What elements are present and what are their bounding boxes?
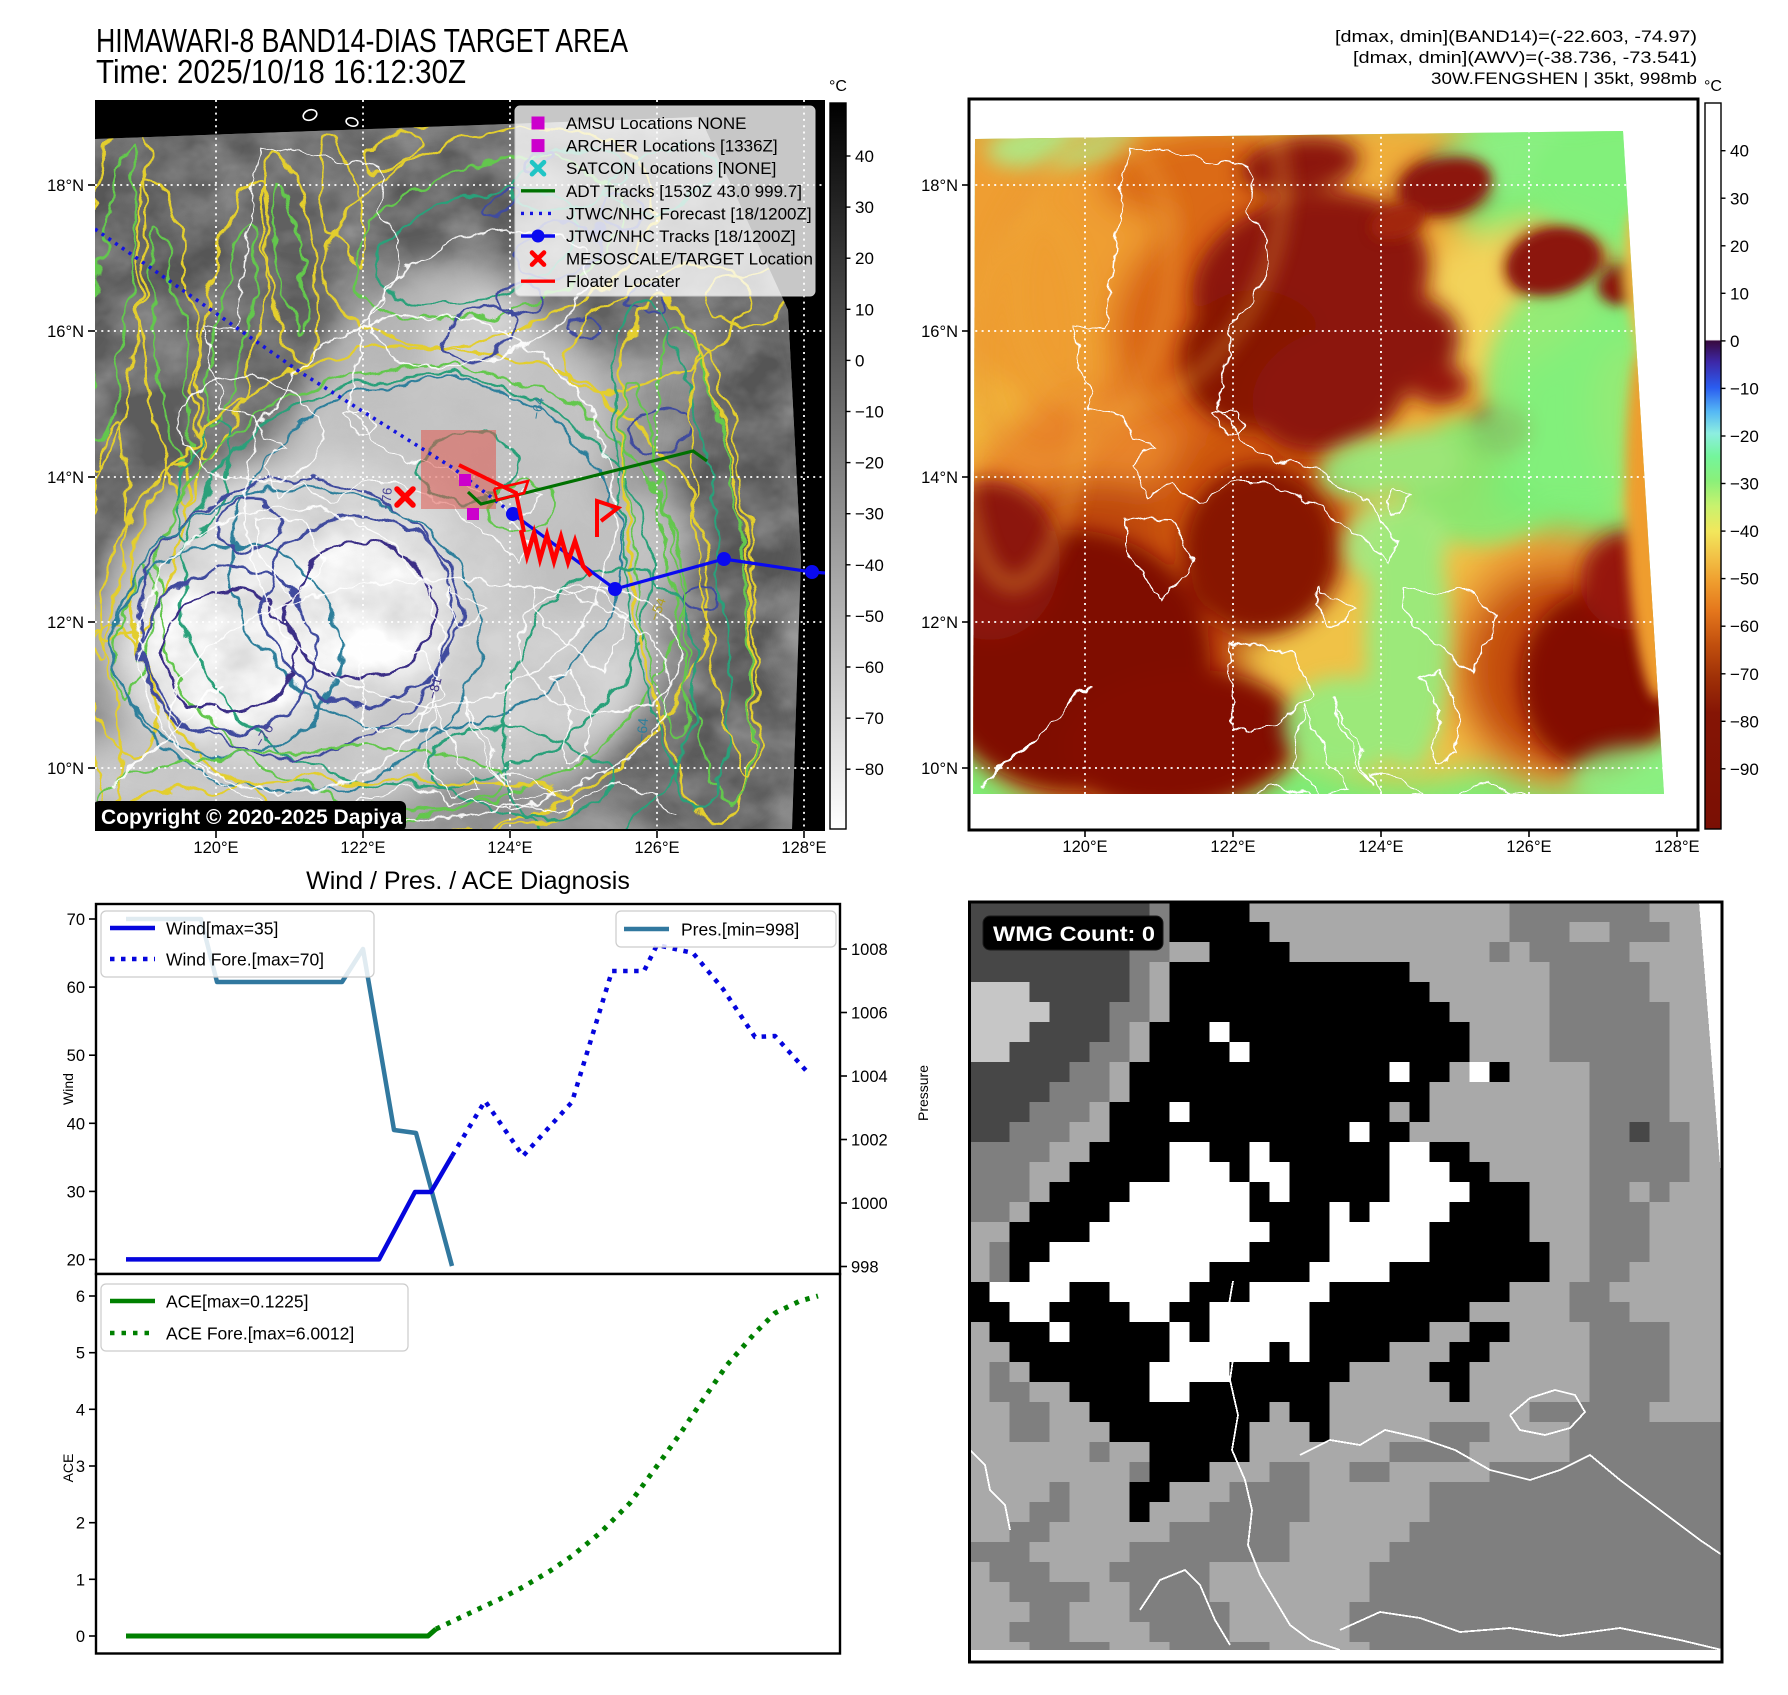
svg-text:JTWC/NHC Tracks [18/1200Z]: JTWC/NHC Tracks [18/1200Z] — [566, 227, 796, 246]
svg-text:−90: −90 — [1730, 760, 1759, 779]
svg-text:Wind: Wind — [60, 1073, 76, 1105]
svg-text:−80: −80 — [1730, 712, 1759, 731]
svg-text:1002: 1002 — [851, 1132, 888, 1150]
svg-text:AMSU Locations NONE: AMSU Locations NONE — [566, 114, 746, 133]
svg-text:40: 40 — [1730, 142, 1749, 161]
svg-text:18°N: 18°N — [921, 177, 958, 195]
svg-text:126°E: 126°E — [1506, 838, 1551, 856]
svg-text:1004: 1004 — [851, 1068, 888, 1086]
svg-text:Copyright © 2020-2025 Dapiya: Copyright © 2020-2025 Dapiya — [101, 806, 403, 829]
svg-text:−30: −30 — [855, 505, 884, 524]
svg-text:1008: 1008 — [851, 941, 888, 959]
svg-text:[dmax, dmin](BAND14)=(-22.603,: [dmax, dmin](BAND14)=(-22.603, -74.97) — [1335, 28, 1697, 46]
svg-text:Wind[max=35]: Wind[max=35] — [166, 919, 278, 939]
svg-text:20: 20 — [1730, 237, 1749, 256]
svg-text:−70: −70 — [1730, 665, 1759, 684]
svg-text:−81: −81 — [424, 676, 444, 701]
svg-text:128°E: 128°E — [1654, 838, 1699, 856]
svg-text:30W.FENGSHEN | 35kt, 998mb: 30W.FENGSHEN | 35kt, 998mb — [1431, 70, 1697, 88]
svg-text:40: 40 — [855, 147, 874, 166]
svg-text:122°E: 122°E — [340, 839, 385, 857]
svg-text:10°N: 10°N — [47, 760, 84, 778]
svg-text:°C: °C — [829, 78, 847, 95]
svg-text:−40: −40 — [1730, 522, 1759, 541]
svg-text:124°E: 124°E — [487, 839, 532, 857]
svg-text:70: 70 — [67, 911, 85, 929]
svg-text:−30: −30 — [1730, 475, 1759, 494]
svg-text:ARCHER Locations [1336Z]: ARCHER Locations [1336Z] — [566, 137, 778, 156]
svg-text:HIMAWARI-8 BAND14-DIAS TARGET: HIMAWARI-8 BAND14-DIAS TARGET AREA — [96, 22, 628, 59]
svg-text:−80: −80 — [855, 760, 884, 779]
svg-text:120°E: 120°E — [193, 839, 238, 857]
svg-text:12°N: 12°N — [47, 614, 84, 632]
svg-text:10: 10 — [1730, 284, 1749, 303]
svg-text:30: 30 — [1730, 189, 1749, 208]
svg-text:ACE[max=0.1225]: ACE[max=0.1225] — [166, 1292, 309, 1312]
svg-text:0: 0 — [76, 1628, 85, 1646]
svg-text:−64: −64 — [528, 396, 547, 420]
svg-text:Pressure: Pressure — [915, 1065, 931, 1121]
svg-text:3: 3 — [76, 1458, 85, 1476]
svg-text:124°E: 124°E — [1358, 838, 1403, 856]
svg-text:14°N: 14°N — [47, 469, 84, 487]
svg-text:°C: °C — [1704, 78, 1722, 95]
svg-text:Time: 2025/10/18 16:12:30Z: Time: 2025/10/18 16:12:30Z — [96, 53, 466, 90]
svg-text:Wind / Pres. / ACE Diagnosis: Wind / Pres. / ACE Diagnosis — [306, 867, 630, 895]
svg-text:−64: −64 — [633, 717, 651, 742]
svg-text:18°N: 18°N — [47, 177, 84, 195]
svg-text:[dmax, dmin](AWV)=(-38.736, -7: [dmax, dmin](AWV)=(-38.736, -73.541) — [1353, 49, 1697, 67]
svg-text:WMG Count: 0: WMG Count: 0 — [993, 923, 1155, 946]
svg-text:30: 30 — [67, 1183, 85, 1201]
svg-text:−76: −76 — [378, 487, 395, 510]
svg-text:JTWC/NHC Forecast [18/1200Z]: JTWC/NHC Forecast [18/1200Z] — [566, 204, 812, 223]
svg-text:998: 998 — [851, 1259, 879, 1277]
svg-text:SATCON Locations [NONE]: SATCON Locations [NONE] — [566, 159, 776, 178]
svg-text:20: 20 — [67, 1252, 85, 1270]
svg-text:−70: −70 — [855, 709, 884, 728]
svg-text:1: 1 — [76, 1571, 85, 1589]
svg-text:4: 4 — [76, 1401, 85, 1419]
svg-text:1006: 1006 — [851, 1005, 888, 1023]
svg-text:−20: −20 — [1730, 427, 1759, 446]
svg-text:−10: −10 — [855, 403, 884, 422]
svg-text:30: 30 — [855, 198, 874, 217]
svg-text:40: 40 — [67, 1115, 85, 1133]
svg-text:0: 0 — [855, 351, 864, 370]
svg-text:120°E: 120°E — [1062, 838, 1107, 856]
svg-text:10: 10 — [855, 300, 874, 319]
svg-text:20: 20 — [855, 249, 874, 268]
svg-text:Wind Fore.[max=70]: Wind Fore.[max=70] — [166, 950, 324, 970]
svg-text:16°N: 16°N — [921, 323, 958, 341]
svg-text:1000: 1000 — [851, 1195, 888, 1213]
svg-text:16°N: 16°N — [47, 323, 84, 341]
svg-text:−40: −40 — [855, 556, 884, 575]
svg-text:−50: −50 — [1730, 570, 1759, 589]
svg-text:−60: −60 — [855, 658, 884, 677]
svg-text:6: 6 — [76, 1288, 85, 1306]
svg-text:122°E: 122°E — [1210, 838, 1255, 856]
svg-text:MESOSCALE/TARGET Location: MESOSCALE/TARGET Location — [566, 250, 813, 269]
svg-text:Floater Locater: Floater Locater — [566, 272, 681, 291]
svg-text:ACE: ACE — [60, 1454, 76, 1483]
svg-text:Pres.[min=998]: Pres.[min=998] — [681, 920, 799, 940]
svg-text:−20: −20 — [855, 454, 884, 473]
svg-text:12°N: 12°N — [921, 614, 958, 632]
svg-text:ADT Tracks [1530Z 43.0 999.7]: ADT Tracks [1530Z 43.0 999.7] — [566, 182, 802, 201]
svg-text:10°N: 10°N — [921, 760, 958, 778]
svg-text:ACE Fore.[max=6.0012]: ACE Fore.[max=6.0012] — [166, 1324, 354, 1344]
svg-text:−54: −54 — [646, 595, 669, 623]
svg-text:−60: −60 — [1730, 617, 1759, 636]
svg-text:128°E: 128°E — [781, 839, 826, 857]
svg-text:−50: −50 — [855, 607, 884, 626]
svg-text:50: 50 — [67, 1047, 85, 1065]
svg-text:126°E: 126°E — [634, 839, 679, 857]
svg-text:14°N: 14°N — [921, 469, 958, 487]
svg-text:5: 5 — [76, 1345, 85, 1363]
svg-text:−10: −10 — [1730, 379, 1759, 398]
svg-text:2: 2 — [76, 1515, 85, 1533]
svg-text:0: 0 — [1730, 332, 1739, 351]
svg-text:60: 60 — [67, 979, 85, 997]
